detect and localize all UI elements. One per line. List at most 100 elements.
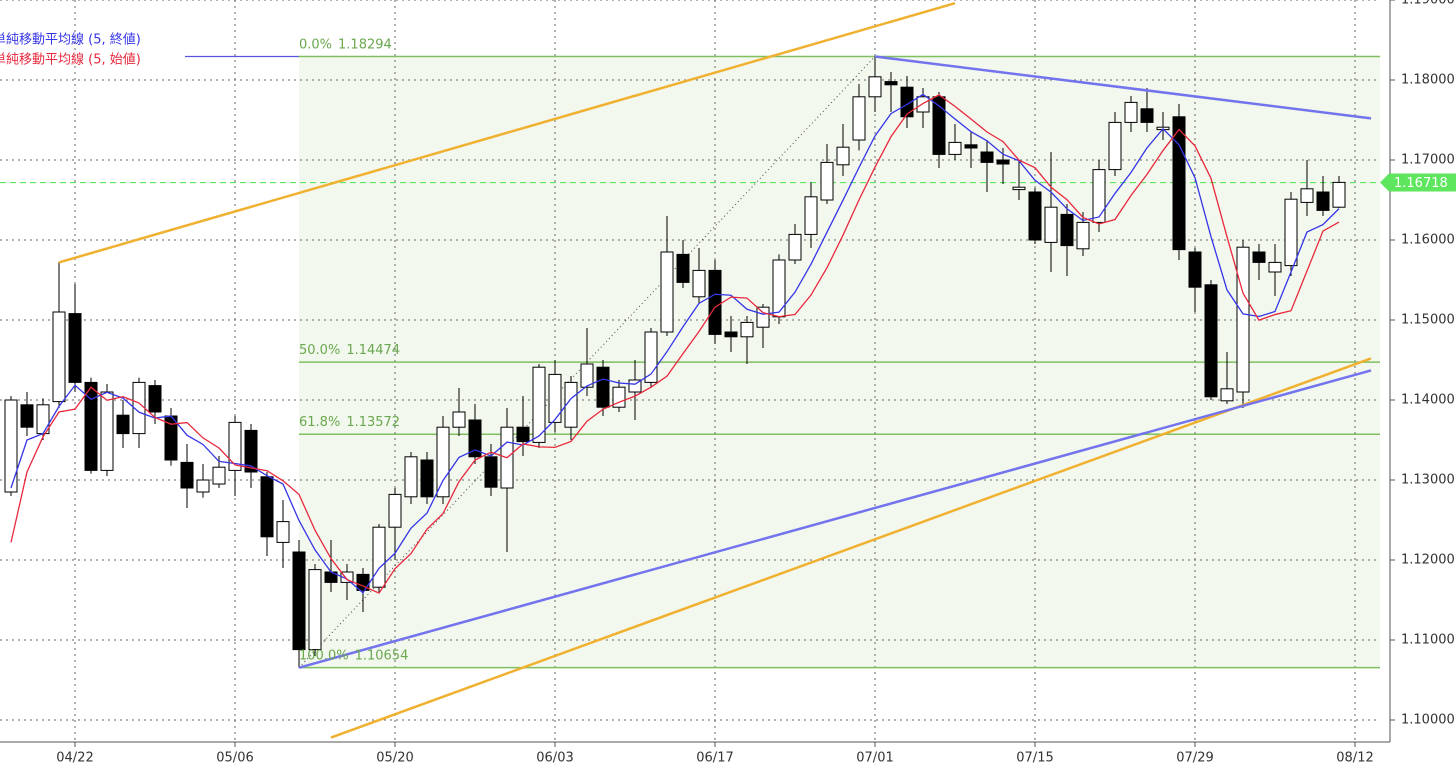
candle-body [708, 269, 722, 335]
candle-body [308, 569, 322, 651]
candle-body [964, 144, 978, 149]
moving-average [10, 93, 1340, 594]
candle-body [420, 459, 434, 498]
trendline [58, 1, 956, 264]
candle-body [1108, 121, 1122, 171]
candle-body [900, 86, 914, 118]
candle-body [772, 259, 786, 318]
candle-body [292, 551, 306, 651]
candle-body [1284, 198, 1298, 267]
candle-body [932, 96, 946, 155]
fibonacci-value: 1.10654 [355, 648, 409, 663]
candle-body [468, 419, 482, 458]
candle-body [228, 421, 242, 471]
candle-body [212, 466, 226, 485]
fibonacci-value: 1.18294 [338, 37, 392, 52]
candle-body [1300, 188, 1314, 203]
candle-body [84, 381, 98, 471]
x-tick-label: 05/06 [216, 751, 253, 766]
y-tick-label: 1.19000 [1401, 0, 1455, 8]
candle-body [1172, 116, 1186, 251]
candle-body [1012, 186, 1026, 191]
y-tick-label: 1.18000 [1401, 73, 1455, 88]
candle-body [1092, 169, 1106, 223]
candle-body [692, 269, 706, 298]
candle-body [100, 391, 114, 471]
candle-body [612, 386, 626, 408]
candle-body [740, 321, 754, 338]
candle-body [1188, 251, 1202, 288]
candle-body [4, 399, 18, 493]
x-tick-label: 08/12 [1336, 751, 1373, 766]
y-tick-label: 1.14000 [1401, 393, 1455, 408]
candle-body [388, 493, 402, 528]
candle-body [1236, 246, 1250, 393]
candle-body [1316, 191, 1330, 211]
candle-body [148, 385, 162, 413]
fibonacci-percent: 0.0% [299, 37, 332, 52]
candle-body [356, 573, 370, 591]
candle-body [196, 479, 210, 493]
legend-entry: 単純移動平均線 (5, 終値) [0, 32, 141, 48]
fibonacci-percent: 100.0% [299, 648, 349, 663]
candle-body [788, 233, 802, 261]
candle-body [676, 253, 690, 283]
candle-body [756, 306, 770, 328]
candle-body [20, 404, 34, 428]
y-tick-label: 1.11000 [1401, 633, 1455, 648]
candle-body [1220, 388, 1234, 402]
candle-body [596, 366, 610, 408]
candle-body [1124, 101, 1138, 123]
candle-body [820, 161, 834, 201]
fibonacci-value: 1.13572 [346, 415, 400, 430]
candle-body [260, 476, 274, 538]
candle-body [244, 429, 258, 473]
candle-body [948, 141, 962, 155]
fibonacci-label: 0.0% 1.18294 [299, 37, 392, 52]
legend-entry: 単純移動平均線 (5, 始値) [0, 52, 141, 68]
candle-body [404, 456, 418, 498]
x-tick-label: 06/17 [696, 751, 733, 766]
candle-body [1332, 181, 1346, 208]
x-tick-label: 07/01 [856, 751, 893, 766]
y-tick-label: 1.16000 [1401, 233, 1455, 248]
candle-body [1140, 108, 1154, 123]
candle-body [804, 196, 818, 235]
candle-body [868, 76, 882, 98]
candle-body [884, 81, 898, 86]
fibonacci-percent: 50.0% [299, 343, 340, 358]
trendlines [58, 1, 1372, 739]
trendline [298, 369, 1372, 669]
candle-body [980, 151, 994, 163]
fibonacci-percent: 61.8% [299, 415, 340, 430]
candle-body [516, 426, 530, 443]
last-price-box [1380, 173, 1456, 192]
y-tick-label: 1.17000 [1401, 153, 1455, 168]
candle-body [52, 311, 66, 403]
y-tick-label: 1.15000 [1401, 313, 1455, 328]
candle-body [276, 521, 290, 543]
candle-body [852, 96, 866, 141]
x-tick-label: 06/03 [536, 751, 573, 766]
candle-body [1268, 261, 1282, 273]
candle-body [1060, 213, 1074, 247]
candle-body [436, 426, 450, 498]
candle-body [580, 363, 594, 388]
candle-body [484, 456, 498, 488]
trendline [874, 55, 1372, 120]
candle-body [180, 461, 194, 489]
candle-body [1028, 191, 1042, 241]
trendline [330, 357, 1372, 739]
candle-body [548, 373, 562, 423]
candle-body [564, 381, 578, 428]
candle-body [116, 414, 130, 435]
candle-body [68, 313, 82, 383]
candle-body [660, 251, 674, 333]
x-tick-label: 05/20 [376, 751, 413, 766]
fibonacci-label: 61.8% 1.13572 [299, 415, 400, 430]
last-price-label: 1.16718 [1394, 176, 1448, 191]
candle-body [1204, 284, 1218, 398]
fibonacci-label: 50.0% 1.14474 [299, 343, 400, 358]
